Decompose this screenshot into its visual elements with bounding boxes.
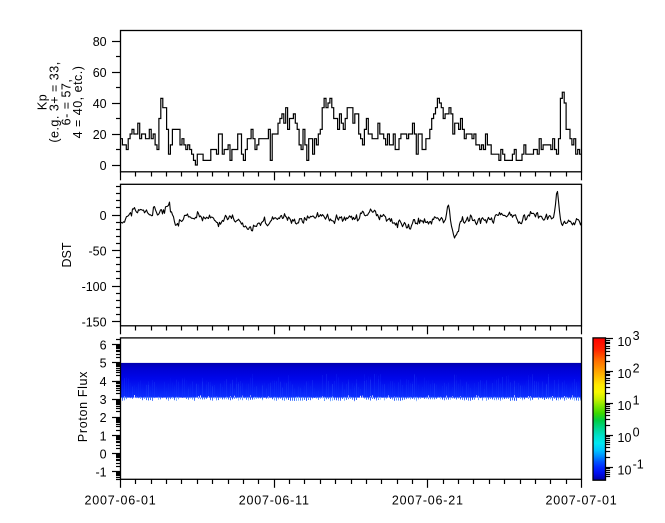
svg-text:2007-06-21: 2007-06-21 — [392, 493, 464, 507]
svg-text:-150: -150 — [82, 315, 107, 329]
svg-text:3: 3 — [100, 393, 107, 407]
svg-text:-100: -100 — [82, 280, 107, 294]
svg-text:6- = 57,: 6- = 57, — [60, 79, 74, 126]
svg-text:-1: -1 — [95, 466, 106, 480]
svg-text:Kp: Kp — [36, 94, 50, 110]
svg-text:5: 5 — [100, 357, 107, 371]
svg-text:80: 80 — [93, 35, 107, 49]
svg-text:DST: DST — [60, 242, 74, 267]
svg-text:6: 6 — [100, 339, 107, 353]
svg-text:60: 60 — [93, 66, 107, 80]
svg-text:4: 4 — [100, 375, 107, 389]
svg-text:1: 1 — [100, 429, 107, 443]
svg-text:0: 0 — [100, 209, 107, 223]
svg-text:2007-06-01: 2007-06-01 — [85, 493, 157, 507]
svg-text:40: 40 — [93, 97, 107, 111]
svg-text:20: 20 — [93, 128, 107, 142]
svg-text:0: 0 — [100, 448, 107, 462]
svg-text:(e.g. 3+ = 33,: (e.g. 3+ = 33, — [48, 61, 62, 142]
svg-text:2: 2 — [100, 411, 107, 425]
svg-text:Proton Flux: Proton Flux — [76, 371, 90, 442]
svg-text:-50: -50 — [89, 244, 107, 258]
svg-text:0: 0 — [100, 159, 107, 173]
svg-text:2007-06-11: 2007-06-11 — [239, 493, 310, 507]
svg-text:2007-07-01: 2007-07-01 — [546, 493, 618, 507]
svg-text:4 = 40, etc.): 4 = 40, etc.) — [71, 66, 85, 139]
